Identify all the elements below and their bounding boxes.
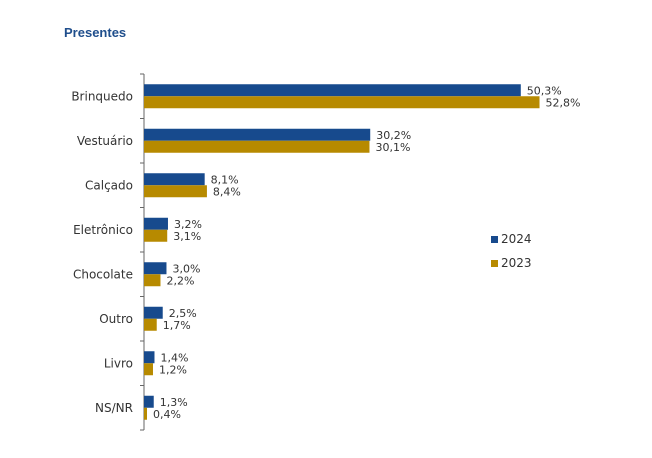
bar-2023 bbox=[144, 140, 370, 153]
data-label-2024: 30,2% bbox=[376, 129, 411, 142]
data-label-2024: 50,3% bbox=[527, 84, 562, 97]
legend-swatch-2024 bbox=[491, 236, 498, 243]
bar-2023 bbox=[144, 318, 157, 331]
bar-2023 bbox=[144, 363, 153, 376]
category-label: Brinquedo bbox=[71, 89, 133, 103]
bar-2023 bbox=[144, 407, 147, 420]
data-label-2023: 1,2% bbox=[159, 363, 187, 376]
bar-2023 bbox=[144, 229, 168, 242]
bar-2024 bbox=[144, 217, 168, 230]
bar-2024 bbox=[144, 306, 163, 319]
data-label-2024: 2,5% bbox=[169, 307, 197, 320]
data-label-2024: 3,0% bbox=[172, 262, 200, 275]
category-label: Calçado bbox=[85, 178, 133, 192]
data-label-2023: 2,2% bbox=[166, 274, 194, 287]
data-label-2023: 52,8% bbox=[546, 96, 581, 109]
data-label-2023: 3,1% bbox=[173, 230, 201, 243]
category-label: Chocolate bbox=[73, 267, 133, 281]
bar-2024 bbox=[144, 128, 371, 141]
data-label-2023: 0,4% bbox=[153, 408, 181, 421]
bar-2023 bbox=[144, 185, 207, 198]
data-label-2024: 3,2% bbox=[174, 218, 202, 231]
data-label-2024: 8,1% bbox=[211, 173, 239, 186]
category-label: NS/NR bbox=[95, 401, 133, 415]
chart-title: Presentes bbox=[64, 25, 127, 40]
category-label: Livro bbox=[104, 356, 133, 370]
bar-2023 bbox=[144, 274, 161, 287]
category-label: Vestuário bbox=[77, 134, 133, 148]
bar-2024 bbox=[144, 351, 155, 364]
data-label-2023: 30,1% bbox=[375, 141, 410, 154]
data-label-2023: 8,4% bbox=[213, 185, 241, 198]
bar-2024 bbox=[144, 173, 205, 186]
data-label-2023: 1,7% bbox=[163, 319, 191, 332]
legend-label-2023: 2023 bbox=[501, 256, 532, 270]
legend-swatch-2023 bbox=[491, 260, 498, 267]
data-label-2024: 1,3% bbox=[160, 396, 188, 409]
category-label: Eletrônico bbox=[73, 223, 133, 237]
bar-2023 bbox=[144, 96, 540, 109]
data-label-2024: 1,4% bbox=[160, 351, 188, 364]
bar-2024 bbox=[144, 84, 521, 97]
legend-label-2024: 2024 bbox=[501, 232, 532, 246]
bar-2024 bbox=[144, 262, 167, 275]
category-label: Outro bbox=[99, 312, 133, 326]
bar-2024 bbox=[144, 395, 154, 408]
